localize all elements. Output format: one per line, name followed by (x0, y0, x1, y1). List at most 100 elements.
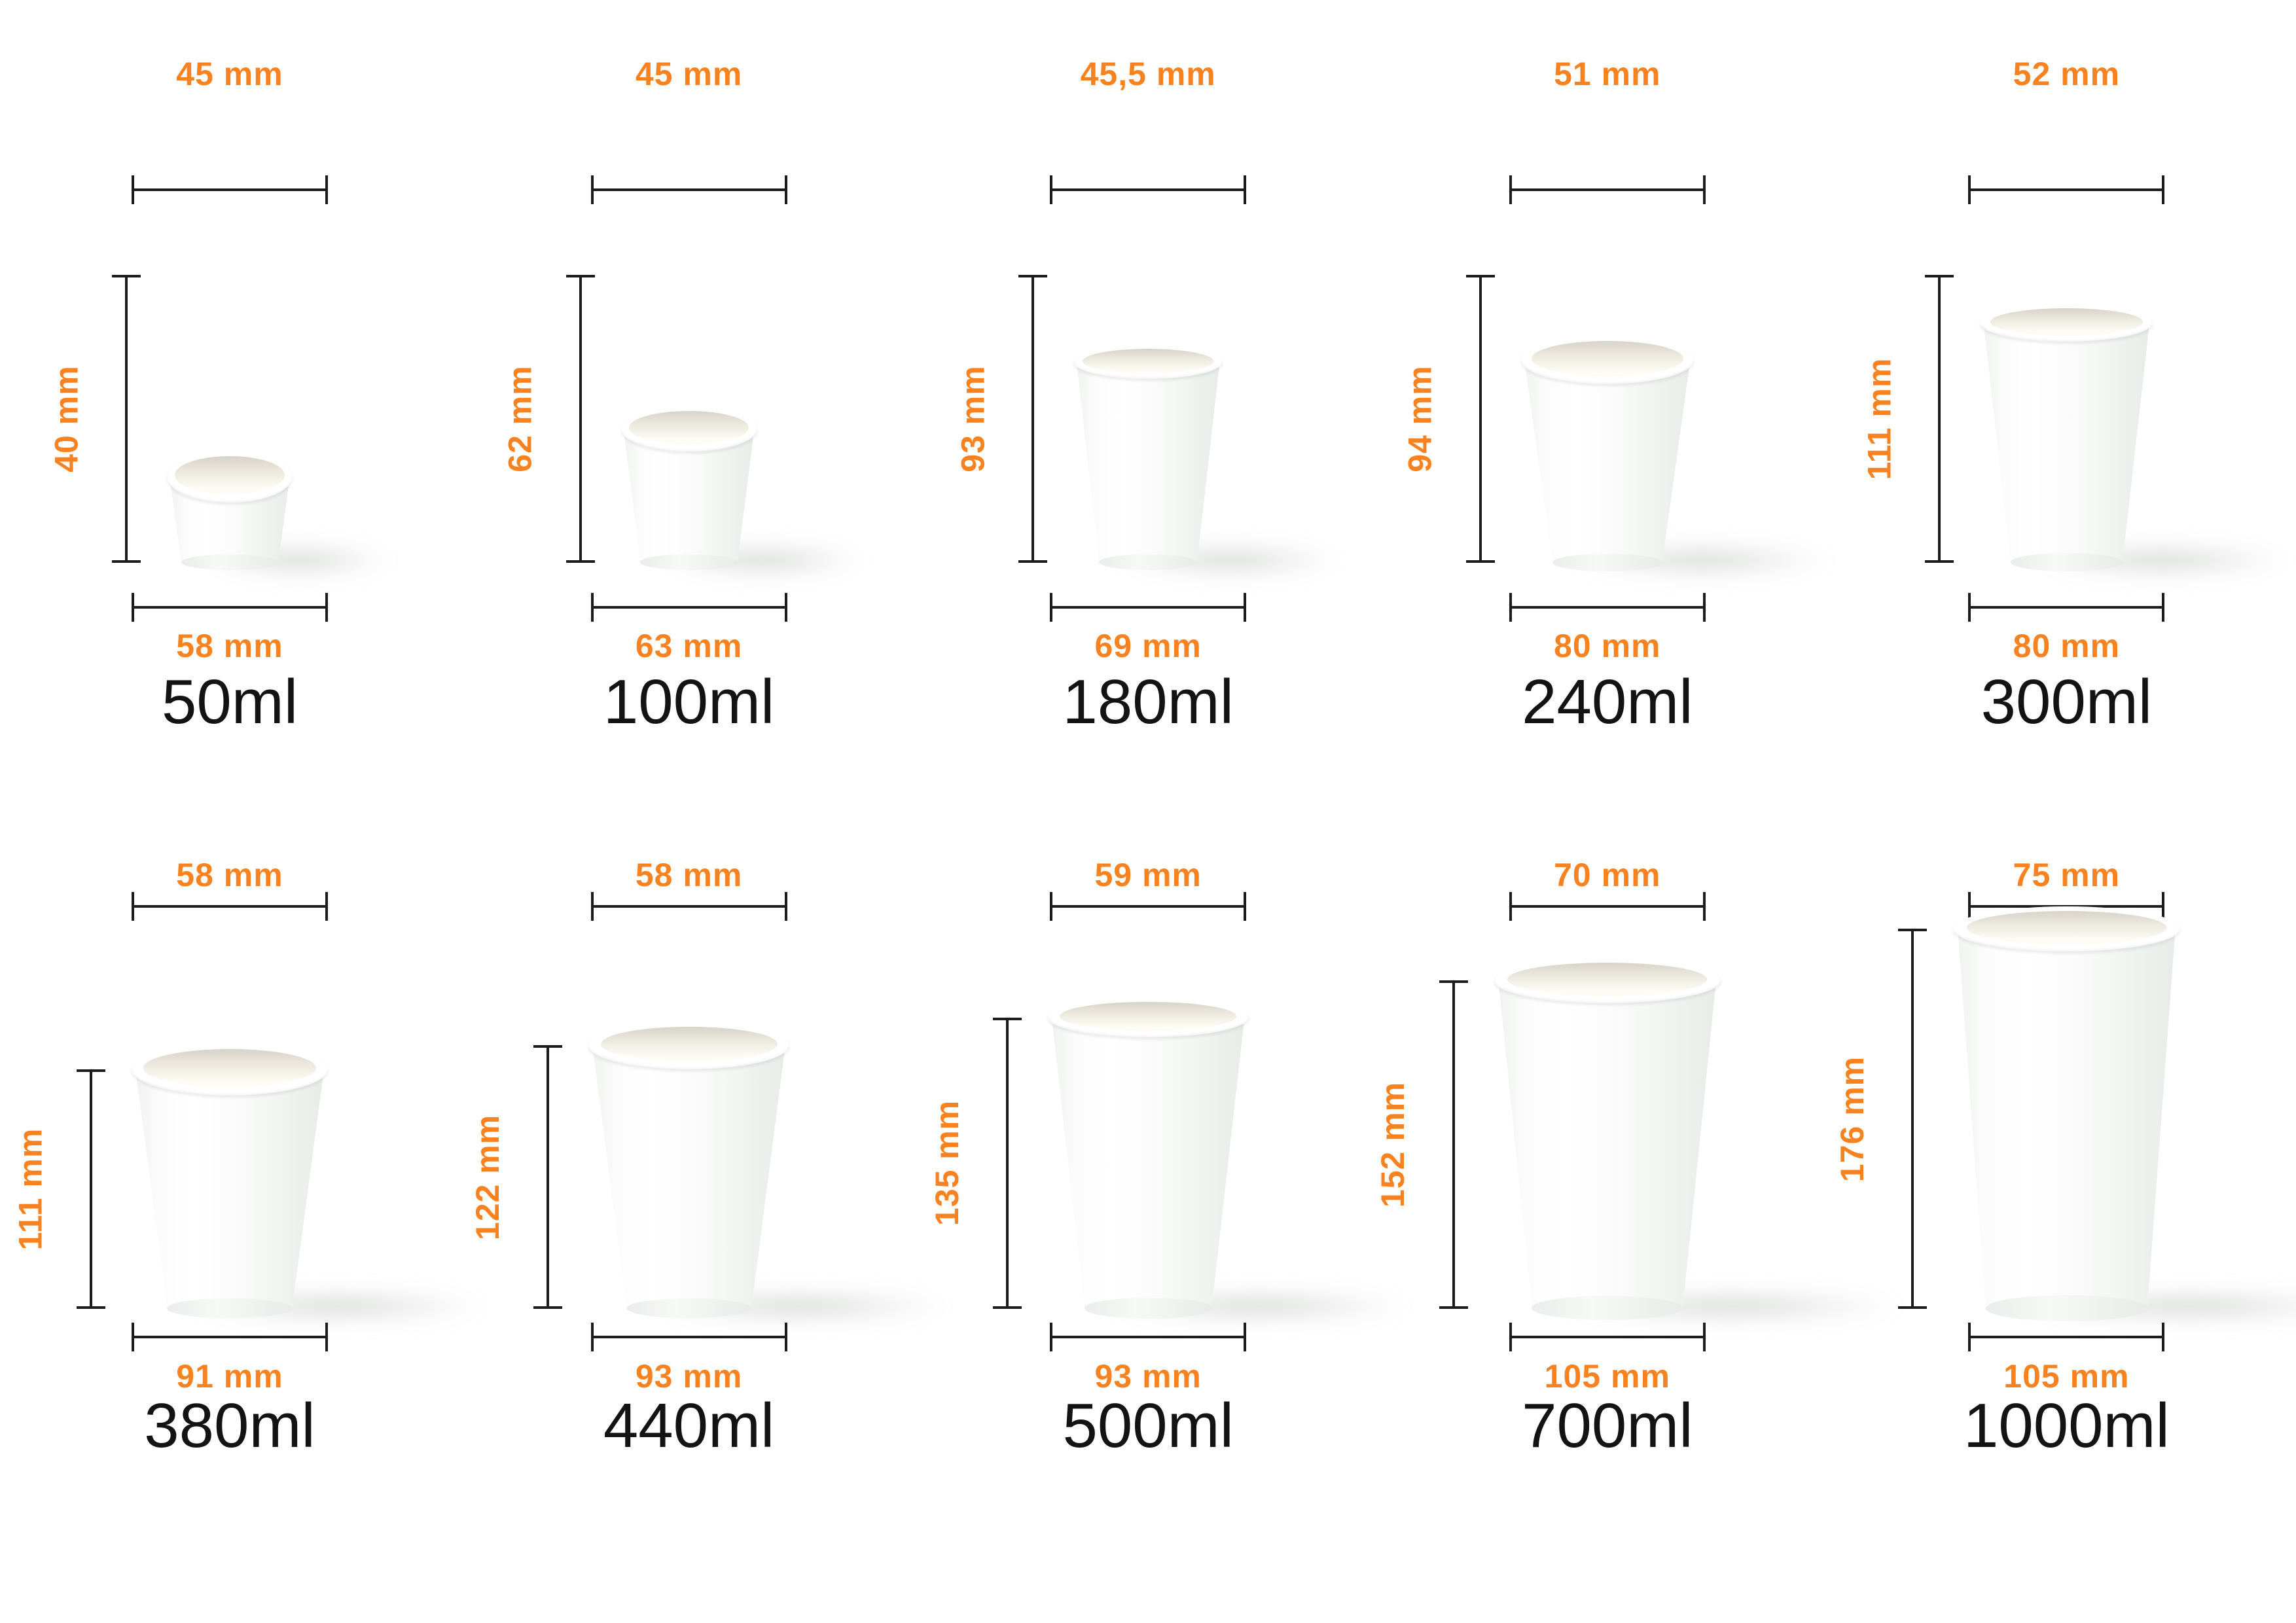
height-label-wrap: 94 mm (1402, 275, 1439, 563)
bottom-width-dimension-line (590, 1323, 787, 1351)
paper-cup-image (1953, 906, 2296, 1326)
cup-base (167, 1298, 293, 1319)
cup-panel-100ml: 45 mm 62 mm 63 mm 100ml (459, 0, 919, 812)
top-width-dimension-line (132, 892, 328, 921)
volume-label: 440ml (603, 1391, 775, 1461)
volume-label: 700ml (1522, 1391, 1693, 1461)
top-width-label: 45,5 mm (1080, 56, 1216, 92)
cup-panel-700ml: 70 mm 152 mm 105 mm 700ml (1375, 812, 1918, 1623)
top-width-label: 58 mm (176, 857, 283, 893)
bottom-width-label: 105 mm (2003, 1358, 2130, 1395)
cup-opening (1531, 341, 1683, 376)
height-label-wrap: 111 mm (1861, 275, 1897, 563)
cup-panel-50ml: 45 mm 40 mm 58 mm 50ml (0, 0, 459, 812)
cup-opening (174, 455, 285, 495)
cup-body (1980, 323, 2153, 563)
volume-label: 1000ml (1963, 1391, 2170, 1461)
height-dimension-line (1898, 929, 1928, 1309)
cup-rim (1047, 997, 1249, 1038)
cup-rim (1073, 345, 1223, 380)
top-width-dimension-line (590, 892, 787, 921)
height-label: 152 mm (1374, 1082, 1412, 1208)
top-width-label: 58 mm (635, 857, 743, 893)
height-label: 93 mm (954, 365, 992, 473)
top-width-label: 75 mm (2013, 857, 2121, 893)
volume-label: 100ml (603, 667, 775, 737)
top-width-dimension-line (1509, 892, 1706, 921)
cup-body (1048, 1018, 1249, 1310)
cup-base (2010, 553, 2123, 571)
cup-base (1552, 553, 1662, 571)
cup-rim (167, 450, 293, 503)
height-label-wrap: 176 mm (1834, 929, 1871, 1309)
cup-opening (1060, 1001, 1237, 1031)
bottom-width-dimension-line (590, 593, 787, 622)
paper-cup-image (1520, 335, 1844, 580)
cup-rim (1953, 906, 2180, 952)
volume-label: 380ml (144, 1391, 315, 1461)
cup-body (588, 1045, 789, 1309)
paper-cup-image (167, 450, 402, 580)
top-width-label: 45 mm (176, 56, 283, 92)
height-label-wrap: 122 mm (469, 1045, 506, 1309)
volume-label: 300ml (1981, 667, 2153, 737)
cup-body (1073, 362, 1223, 563)
paper-cup-image (131, 1043, 499, 1326)
paper-cup-image (1494, 957, 1918, 1326)
bottom-width-label: 63 mm (635, 628, 743, 664)
bottom-width-label: 80 mm (2013, 628, 2121, 664)
bottom-width-label: 91 mm (176, 1358, 283, 1395)
top-width-dimension-line (1968, 175, 2165, 204)
height-dimension-line (992, 1017, 1022, 1309)
cup-rim (131, 1043, 329, 1096)
bottom-width-label: 105 mm (1544, 1358, 1670, 1395)
cup-opening (1990, 308, 2143, 336)
cup-opening (629, 411, 749, 445)
cup-base (1532, 1296, 1683, 1321)
cup-panel-240ml: 51 mm 94 mm 80 mm 240ml (1378, 0, 1844, 812)
paper-cup-image (588, 1021, 965, 1326)
cup-base (626, 1298, 752, 1319)
cup-opening (1082, 348, 1214, 374)
cup-rim (588, 1021, 790, 1070)
top-width-label: 52 mm (2013, 56, 2121, 92)
height-label-wrap: 111 mm (12, 1069, 49, 1309)
bottom-width-label: 69 mm (1094, 628, 1202, 664)
top-width-label: 70 mm (1554, 857, 1661, 893)
bottom-width-dimension-line (1509, 593, 1706, 622)
cup-panel-1000ml: 75 mm 176 mm 105 mm 1000ml (1834, 812, 2296, 1623)
bottom-width-label: 80 mm (1554, 628, 1661, 664)
top-width-dimension-line (590, 175, 787, 204)
bottom-width-dimension-line (1050, 1323, 1247, 1351)
height-label-wrap: 152 mm (1375, 980, 1412, 1309)
height-label-wrap: 62 mm (502, 275, 539, 563)
bottom-width-dimension-line (1050, 593, 1247, 622)
volume-label: 180ml (1062, 667, 1234, 737)
paper-cup-image (620, 406, 876, 580)
paper-cup-image (1047, 997, 1424, 1326)
height-label-wrap: 40 mm (48, 275, 84, 563)
bottom-width-dimension-line (1968, 593, 2165, 622)
cup-base (1985, 1294, 2148, 1321)
cup-opening (600, 1026, 778, 1062)
volume-label: 500ml (1062, 1391, 1234, 1461)
height-label: 62 mm (501, 365, 539, 473)
bottom-width-label: 58 mm (176, 628, 283, 664)
height-label: 111 mm (12, 1128, 49, 1251)
cup-opening (143, 1048, 317, 1087)
top-width-label: 45 mm (635, 56, 743, 92)
cup-body (1521, 360, 1694, 563)
cup-base (181, 554, 279, 571)
height-label: 122 mm (469, 1114, 507, 1240)
cup-panel-180ml: 45,5 mm 93 mm 69 mm 180ml (918, 0, 1378, 812)
cup-panel-300ml: 52 mm 111 mm 80 mm 300ml (1837, 0, 2296, 812)
height-dimension-line (76, 1069, 105, 1310)
top-width-dimension-line (1050, 175, 1247, 204)
height-label: 94 mm (1401, 365, 1439, 473)
cup-rim (1980, 304, 2153, 342)
cup-base (1099, 554, 1198, 571)
cup-panel-440ml: 58 mm 122 mm 93 mm 440ml (459, 812, 965, 1623)
cup-body (132, 1069, 328, 1309)
top-width-dimension-line (132, 175, 328, 204)
